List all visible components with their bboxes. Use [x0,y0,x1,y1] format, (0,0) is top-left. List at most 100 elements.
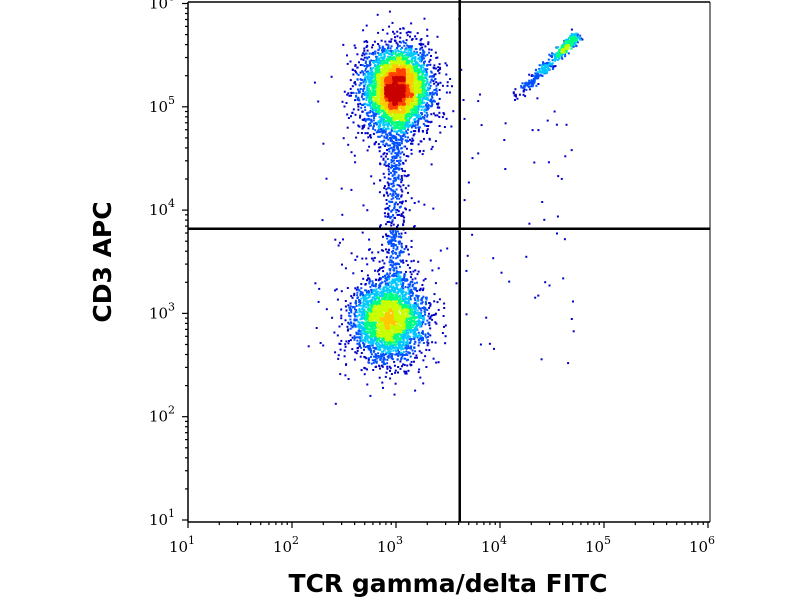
event-dot [390,134,393,137]
event-dot [392,269,395,272]
event-dot [377,318,380,321]
event-dot [377,131,380,133]
event-dot [360,369,363,372]
event-dot [406,301,409,304]
event-dot [428,324,431,327]
event-dot [372,99,375,102]
event-dot [399,337,402,340]
event-dot [358,329,361,332]
event-dot [352,121,355,124]
event-dot [350,322,353,324]
event-dot [575,45,578,48]
event-dot [400,167,403,170]
event-dot [401,313,403,316]
event-dot [415,100,418,103]
event-dot [373,293,376,296]
event-dot [385,191,388,194]
event-dot [417,57,420,60]
event-dot [410,48,413,51]
event-dot [427,335,430,338]
event-dot [340,187,343,190]
event-dot [377,279,380,282]
event-dot [355,352,358,355]
event-dot [359,294,362,297]
event-dot [346,287,349,289]
event-dot [389,40,392,43]
event-dot [398,138,401,141]
event-dot [411,137,414,140]
event-dot [372,285,375,288]
event-dot [422,279,425,282]
event-dot [403,276,406,279]
event-dot [407,45,410,48]
event-dot [402,162,405,164]
event-dot [401,309,404,312]
event-dot [372,84,375,87]
event-dot [365,103,368,106]
event-dot [407,344,410,347]
event-dot [383,187,386,190]
event-dot [399,288,402,291]
event-dot [398,118,401,121]
event-dot [373,94,376,96]
event-dot [411,38,414,40]
event-dot [377,49,380,52]
event-dot [366,314,369,316]
event-dot [366,279,368,282]
event-dot [427,43,430,46]
event-dot [390,58,393,61]
event-dot [401,169,404,172]
event-dot [427,107,430,110]
event-dot [359,355,362,358]
event-dot [423,109,426,112]
event-dot [399,329,401,332]
event-dot [408,318,410,321]
event-dot [493,347,495,350]
event-dot [385,284,388,287]
event-dot [426,68,429,71]
event-dot [319,342,322,344]
event-dot [363,328,366,331]
event-dot [351,85,354,88]
event-dot [356,297,359,300]
event-dot [375,72,378,75]
event-dot [434,321,437,324]
event-dot [346,325,349,328]
event-dot [389,52,392,55]
event-dot [393,287,396,290]
event-dot [388,235,391,238]
event-dot [367,75,370,78]
event-dot [431,91,434,94]
event-dot [409,340,412,343]
event-dot [412,54,415,56]
event-dot [387,356,390,359]
event-dot [364,289,367,292]
event-dot [425,83,428,86]
event-dot [351,68,354,71]
event-dot [396,57,399,60]
event-dot [385,341,388,343]
event-dot [388,248,390,251]
event-dot [515,95,517,98]
event-dot [546,64,549,67]
event-dot [408,327,411,330]
event-dot [503,139,506,141]
event-dot [378,191,381,194]
event-dot [389,259,392,262]
event-dot [576,41,579,44]
event-dot [409,290,412,293]
event-dot [393,305,396,308]
event-dot [393,170,396,173]
event-dot [398,242,401,245]
event-dot [359,339,362,342]
event-dot [364,298,367,301]
event-dot [416,281,418,284]
event-dot [387,296,389,299]
event-dot [396,142,399,145]
event-dot [446,81,449,84]
event-dot [530,81,533,84]
event-dot [523,82,526,85]
event-dot [419,105,422,108]
event-dot [419,44,422,47]
event-dot [395,248,398,251]
